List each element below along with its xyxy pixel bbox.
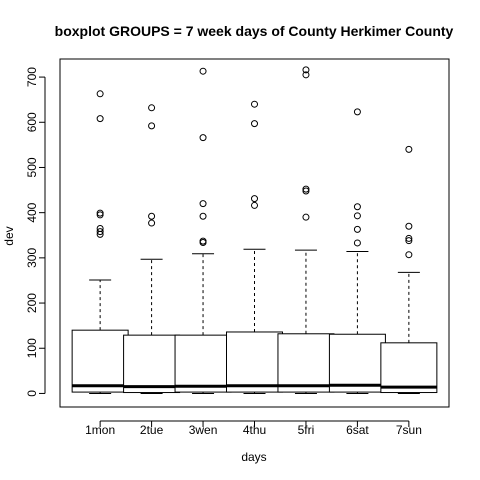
outlier-point (251, 195, 258, 203)
x-tick-label: 7sun (396, 423, 422, 437)
outlier-point (96, 115, 104, 123)
box-1mon (71, 90, 129, 394)
y-tick-label: 400 (25, 202, 39, 222)
y-tick-label: 600 (25, 112, 39, 132)
outlier-point (96, 90, 104, 98)
x-axis-label: days (241, 450, 266, 464)
y-tick-label: 500 (25, 157, 39, 177)
outlier-point (302, 187, 310, 195)
outlier-point (353, 212, 361, 220)
y-tick-label: 100 (25, 338, 39, 358)
x-tick-label: 5fri (298, 423, 315, 437)
outlier-point (148, 104, 156, 112)
outlier-point (96, 209, 104, 217)
box-4thu (226, 100, 283, 394)
outlier-point (148, 212, 156, 220)
outlier-point (405, 145, 413, 153)
box-7sun (380, 145, 438, 394)
outlier-point (251, 201, 258, 209)
outlier-point (148, 219, 156, 227)
outlier-point (405, 222, 413, 230)
box-2tue (123, 104, 181, 394)
outlier-point (199, 67, 207, 75)
outlier-point (353, 108, 361, 116)
iqr-box (174, 334, 232, 393)
outlier-point (96, 211, 104, 219)
outlier-point (199, 212, 207, 220)
x-tick-label: 4thu (243, 423, 266, 437)
outlier-point (251, 100, 258, 108)
y-tick-label: 300 (25, 248, 39, 268)
outlier-point (96, 228, 104, 236)
iqr-box (277, 333, 335, 393)
y-axis: 0 100 200 300 400 500 600 700 (25, 67, 46, 397)
outlier-point (148, 122, 156, 130)
outlier-point (96, 230, 104, 238)
chart-title: boxplot GROUPS = 7 week days of County H… (55, 23, 454, 39)
iqr-box (226, 331, 283, 393)
iqr-box (71, 329, 129, 393)
boxes-group (71, 66, 438, 394)
outlier-point (251, 120, 258, 128)
outlier-point (353, 225, 361, 233)
outlier-point (302, 213, 310, 221)
y-tick-label: 0 (25, 390, 39, 397)
outlier-point (302, 185, 310, 193)
outlier-point (199, 200, 207, 208)
plot-frame (59, 58, 450, 408)
x-axis: 1mon 2tue 3wen 4thu 5fri 6sat 7sun (85, 420, 422, 437)
y-tick-label: 200 (25, 293, 39, 313)
outlier-point (405, 234, 413, 242)
outlier-point (353, 203, 361, 211)
x-tick-label: 1mon (85, 423, 115, 437)
x-tick-label: 2tue (140, 423, 164, 437)
outlier-point (405, 237, 413, 245)
outlier-point (405, 251, 413, 259)
outlier-point (302, 66, 310, 74)
x-tick-label: 3wen (189, 423, 218, 437)
outlier-point (353, 239, 361, 247)
iqr-box (123, 334, 181, 394)
x-tick-label: 6sat (346, 423, 369, 437)
iqr-box (328, 333, 386, 393)
outlier-point (199, 134, 207, 142)
box-6sat (328, 108, 386, 394)
y-axis-label: dev (2, 226, 16, 245)
outlier-point (199, 238, 207, 246)
box-5fri (277, 66, 335, 394)
y-tick-label: 700 (25, 67, 39, 87)
iqr-box (380, 342, 438, 394)
box-3wen (174, 67, 232, 394)
outlier-point (302, 71, 310, 79)
